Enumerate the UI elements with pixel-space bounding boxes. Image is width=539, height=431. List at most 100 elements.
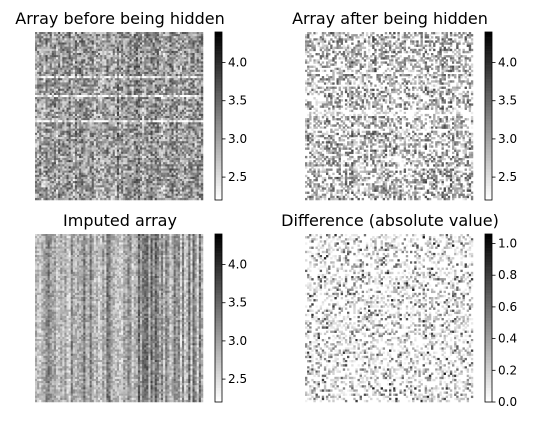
heatmap-cell [165,95,167,97]
heatmap-cell [165,106,167,108]
heatmap-cell [134,36,136,38]
heatmap-cell [157,139,159,141]
heatmap-cell [64,141,66,143]
heatmap-cell [176,154,178,156]
heatmap-cell [136,80,138,82]
heatmap-cell [83,106,85,108]
heatmap-cell [169,137,171,139]
heatmap-cell [77,49,79,51]
heatmap-cell [188,89,190,91]
heatmap-cell [193,89,195,91]
heatmap-cell [178,87,180,89]
heatmap-cell [71,49,73,51]
heatmap-cell [106,150,108,152]
heatmap-cell [167,110,169,112]
heatmap-cell [167,139,169,141]
heatmap-cell [56,127,58,129]
heatmap-cell [73,99,75,101]
heatmap-cell [94,95,96,97]
heatmap-cell [79,108,81,110]
heatmap-cell [127,51,129,53]
heatmap-cell [73,53,75,55]
heatmap-cell [197,55,199,57]
heatmap-cell [37,131,39,133]
heatmap-cell [67,110,69,112]
heatmap-cell [136,141,138,143]
heatmap-cell [104,133,106,135]
heatmap-cell [75,66,77,68]
heatmap-cell [73,76,75,78]
heatmap-cell [102,95,104,97]
heatmap-cell [35,137,37,139]
heatmap-cell [132,110,134,112]
heatmap-cell [193,103,195,105]
heatmap-cell [90,158,92,160]
heatmap-cell [178,36,180,38]
heatmap-cell [186,103,188,105]
heatmap-cell [60,139,62,141]
heatmap-cell [71,64,73,66]
heatmap-cell [195,131,197,133]
heatmap-cell [176,91,178,93]
heatmap-cell [176,133,178,135]
heatmap-cell [104,122,106,124]
heatmap-cell [180,154,182,156]
heatmap-cell [190,139,192,141]
heatmap-cell [140,36,142,38]
heatmap-cell [138,135,140,137]
heatmap-cell [46,110,48,112]
heatmap-cell [151,158,153,160]
heatmap-cell [106,32,108,34]
heatmap-cell [184,72,186,74]
heatmap-cell [56,85,58,87]
heatmap-cell [180,139,182,141]
heatmap-cell [88,118,90,120]
heatmap-cell [121,61,123,63]
heatmap-cell [130,120,132,122]
heatmap-cell [71,114,73,116]
heatmap-cell [75,106,77,108]
heatmap-cell [197,82,199,84]
heatmap-cell [106,59,108,61]
heatmap-cell [39,87,41,89]
heatmap-cell [161,114,163,116]
heatmap-cell [159,78,161,80]
heatmap-cell [121,150,123,152]
heatmap-cell [90,36,92,38]
heatmap-cell [132,118,134,120]
heatmap-cell [134,101,136,103]
heatmap-cell [83,116,85,118]
heatmap-cell [75,61,77,63]
heatmap-cell [184,145,186,147]
heatmap-cell [41,93,43,95]
heatmap-cell [69,137,71,139]
heatmap-cell [35,99,37,101]
heatmap-cell [195,36,197,38]
heatmap-cell [90,114,92,116]
heatmap-cell [176,131,178,133]
heatmap-cell [157,137,159,139]
heatmap-cell [60,55,62,57]
heatmap-cell [43,150,45,152]
heatmap-cell [111,49,113,51]
heatmap-cell [60,93,62,95]
heatmap-cell [90,116,92,118]
heatmap-cell [83,114,85,116]
heatmap-cell [190,40,192,42]
heatmap-cell [39,78,41,80]
heatmap-cell [199,143,201,145]
heatmap-cell [56,87,58,89]
heatmap-cell [64,101,66,103]
heatmap-cell [186,76,188,78]
heatmap-cell [146,80,148,82]
heatmap-cell [159,32,161,34]
heatmap-cell [125,137,127,139]
heatmap-cell [134,61,136,63]
heatmap-cell [136,150,138,152]
heatmap-cell [96,70,98,72]
heatmap-cell [165,70,167,72]
heatmap-cell [127,78,129,80]
heatmap-cell [48,59,50,61]
heatmap-cell [127,82,129,84]
heatmap-cell [165,118,167,120]
